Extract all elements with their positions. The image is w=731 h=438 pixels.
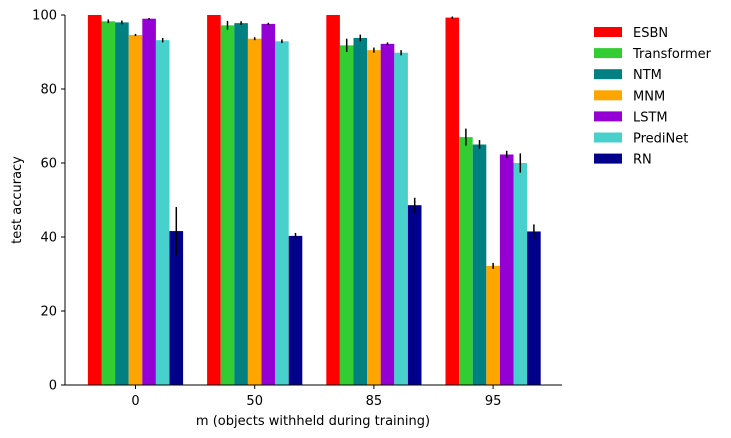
bar-ntm-50 <box>234 23 248 385</box>
x-tick-label-95: 95 <box>485 394 502 409</box>
x-tick-label-0: 0 <box>131 394 139 409</box>
bar-lstm-0 <box>142 18 156 385</box>
y-tick-label-40: 40 <box>40 231 57 246</box>
bar-lstm-95 <box>499 154 514 385</box>
x-tick-label-50: 50 <box>246 394 263 409</box>
bar-mnm-85 <box>367 50 381 386</box>
bars-group <box>87 15 541 386</box>
bar-predinet-85 <box>394 52 408 386</box>
bar-transformer-50 <box>220 25 235 386</box>
bar-mnm-95 <box>486 265 500 385</box>
legend-swatch-lstm <box>594 111 622 122</box>
bar-lstm-85 <box>380 43 395 386</box>
error-bars-group <box>107 16 535 269</box>
bar-rn-0 <box>169 231 184 385</box>
legend-swatch-mnm <box>594 90 622 101</box>
bar-esbn-95 <box>445 17 460 386</box>
legend-swatch-esbn <box>594 27 622 37</box>
bar-transformer-95 <box>459 137 473 385</box>
bar-transformer-0 <box>101 21 116 385</box>
legend-label-rn: RN <box>633 153 652 168</box>
y-tick-label-60: 60 <box>40 157 57 172</box>
bar-predinet-50 <box>275 41 289 386</box>
bar-mnm-50 <box>247 38 262 386</box>
bar-predinet-0 <box>155 40 170 385</box>
bar-transformer-85 <box>339 45 354 386</box>
legend-label-predinet: PrediNet <box>633 132 688 147</box>
legend-swatch-rn <box>594 153 622 164</box>
bar-esbn-0 <box>87 15 102 385</box>
bar-rn-95 <box>527 231 541 385</box>
legend-swatch-predinet <box>594 132 622 143</box>
legend-swatch-transformer <box>594 48 622 59</box>
y-ticks-group: 0 20 40 60 80 100 <box>32 9 65 394</box>
x-tick-label-85: 85 <box>366 394 383 409</box>
bar-ntm-85 <box>353 37 368 385</box>
y-tick-label-80: 80 <box>40 83 57 98</box>
legend-label-lstm: LSTM <box>633 110 668 125</box>
bar-ntm-95 <box>472 144 487 385</box>
legend-label-mnm: MNM <box>633 89 665 104</box>
legend-label-transformer: Transformer <box>632 47 712 62</box>
bar-esbn-85 <box>326 15 340 385</box>
y-tick-label-0: 0 <box>49 379 57 394</box>
bar-rn-50 <box>288 235 303 385</box>
bar-rn-85 <box>407 205 422 385</box>
bar-predinet-95 <box>513 163 528 385</box>
legend-label-ntm: NTM <box>633 68 662 83</box>
bar-mnm-0 <box>128 34 143 385</box>
x-axis-label: m (objects withheld during training) <box>196 414 430 429</box>
legend-swatch-ntm <box>594 69 622 80</box>
y-tick-label-100: 100 <box>32 9 57 24</box>
legend: ESBN Transformer NTM MNM LSTM PrediNet RN <box>594 26 712 168</box>
axes-group <box>64 15 562 386</box>
y-axis-label: test accuracy <box>10 156 25 244</box>
bar-ntm-0 <box>115 22 129 386</box>
bar-esbn-50 <box>207 15 221 385</box>
y-tick-label-20: 20 <box>40 305 57 320</box>
bar-lstm-50 <box>261 23 276 385</box>
x-ticks-group: 0 50 85 95 <box>131 385 501 409</box>
legend-label-esbn: ESBN <box>633 26 668 41</box>
